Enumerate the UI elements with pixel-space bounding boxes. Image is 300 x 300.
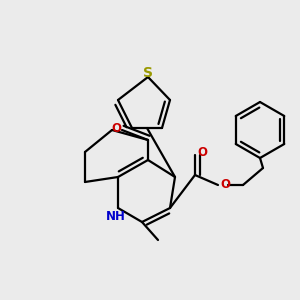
Text: O: O	[111, 122, 121, 134]
Text: NH: NH	[106, 209, 126, 223]
Text: S: S	[143, 66, 153, 80]
Text: O: O	[220, 178, 230, 190]
Text: O: O	[197, 146, 207, 160]
